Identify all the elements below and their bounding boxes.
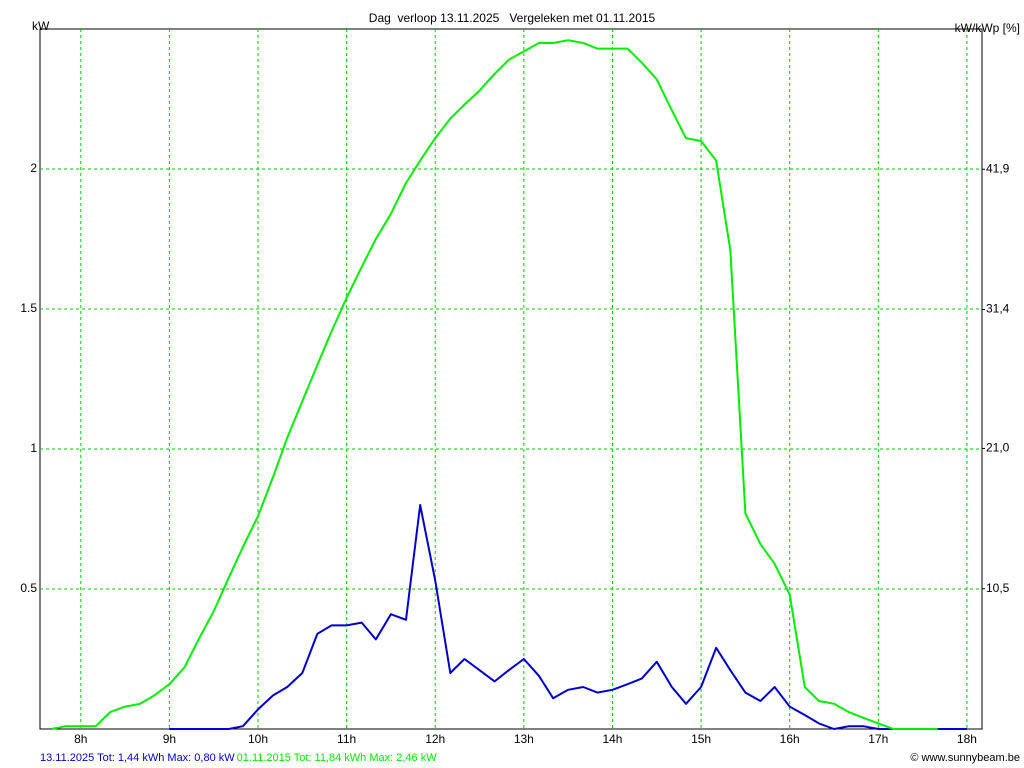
series-line	[51, 39, 938, 730]
y-tick-label: 0.5	[20, 581, 37, 595]
x-tick-label: 10h	[248, 732, 268, 746]
y-tick-label: 1.5	[20, 301, 37, 315]
x-tick-label: 18h	[957, 732, 977, 746]
y-tick-label: 1	[30, 441, 37, 455]
chart-title: Dag verloop 13.11.2025 Vergeleken met 01…	[369, 11, 656, 25]
series-line	[169, 504, 967, 730]
legend-entry: 01.11.2015 Tot: 11,84 kWh Max: 2,46 kW	[237, 752, 438, 764]
plot-frame	[39, 28, 983, 730]
x-tick-label: 16h	[780, 732, 800, 746]
x-tick-label: 9h	[163, 732, 176, 746]
y2-tick-label: 21,0	[986, 441, 1010, 455]
x-tick-label: 14h	[602, 732, 622, 746]
x-tick-label: 17h	[868, 732, 888, 746]
y2-tick-label: 31,4	[986, 302, 1010, 316]
x-tick-label: 11h	[337, 732, 356, 746]
legend-entry: 13.11.2025 Tot: 1,44 kWh Max: 0,80 kW	[40, 752, 235, 764]
y2-tick-label: 10,5	[986, 581, 1010, 595]
y2-tick-label: 41,9	[986, 161, 1010, 175]
y2-axis-label: kW/kWp [%]	[955, 21, 1020, 35]
x-tick-label: 15h	[691, 732, 711, 746]
credit: © www.sunnybeam.be	[910, 752, 1020, 764]
x-tick-label: 12h	[425, 732, 445, 746]
y-axis-label: kW	[32, 19, 50, 33]
y-tick-label: 2	[30, 161, 37, 175]
x-tick-label: 13h	[514, 732, 534, 746]
x-tick-label: 8h	[74, 732, 87, 746]
